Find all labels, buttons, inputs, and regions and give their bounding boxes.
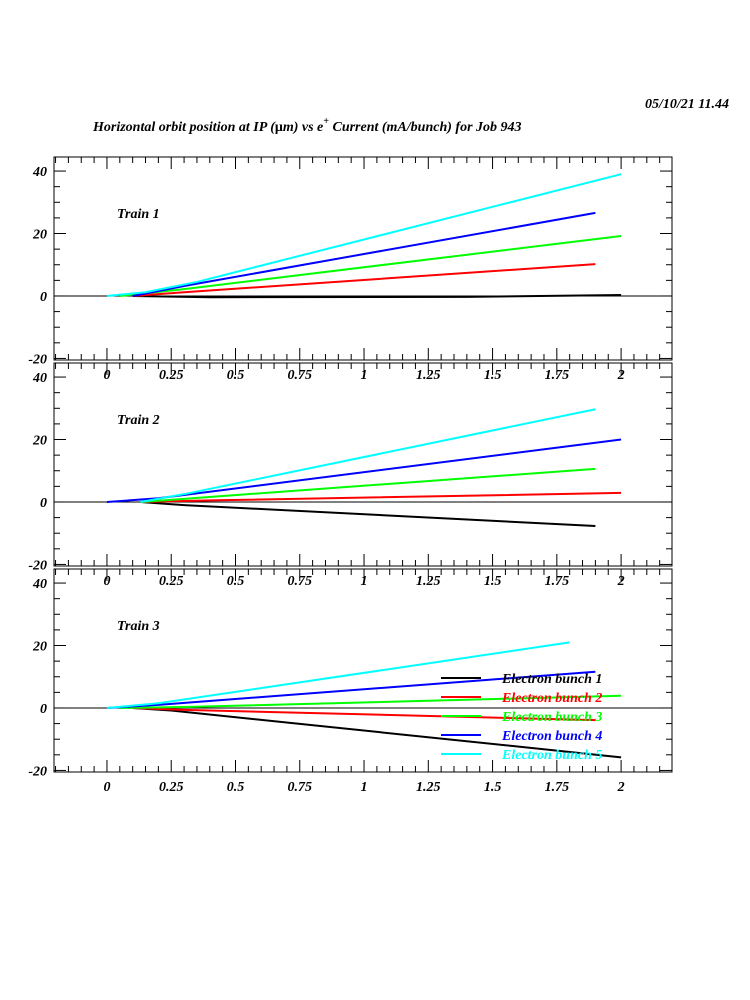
x-tick-label: 0.25 <box>159 780 184 795</box>
y-tick-label: 20 <box>32 434 47 449</box>
x-tick-label: 1.25 <box>416 780 441 795</box>
y-tick-label: 0 <box>40 702 47 717</box>
series-line-bunch-3 <box>119 694 622 709</box>
y-tick-label: 40 <box>32 577 47 592</box>
y-tick-label: -20 <box>28 764 47 779</box>
legend-label: Electron bunch 3 <box>501 710 602 725</box>
panel-label: Train 2 <box>117 413 160 428</box>
y-tick-label: 40 <box>32 165 47 180</box>
x-tick-label: 0.25 <box>159 368 184 383</box>
x-tick-label: 0 <box>103 780 110 795</box>
panel-label: Train 3 <box>117 619 160 634</box>
y-tick-label: -20 <box>28 558 47 573</box>
series-line-bunch-2 <box>140 491 622 503</box>
x-tick-label: 1 <box>361 574 368 589</box>
x-tick-label: 1.75 <box>545 780 570 795</box>
series-line-bunch-5 <box>106 173 622 297</box>
y-tick-label: 20 <box>32 640 47 655</box>
x-tick-label: 1.5 <box>484 368 502 383</box>
series-line-bunch-4 <box>106 438 622 503</box>
legend-label: Electron bunch 1 <box>501 672 602 687</box>
panel-label: Train 1 <box>117 207 160 222</box>
x-tick-label: 0.75 <box>288 368 313 383</box>
x-tick-label: 1.5 <box>484 780 502 795</box>
x-tick-label: 0 <box>103 368 110 383</box>
x-tick-label: 0 <box>103 574 110 589</box>
series-line-bunch-1 <box>140 500 596 528</box>
legend: Electron bunch 1 Electron bunch 2 Electron… <box>441 672 602 763</box>
series-line-bunch-1 <box>132 294 622 299</box>
x-tick-label: 0.5 <box>227 780 245 795</box>
timestamp: 05/10/21 11.44 <box>645 97 729 112</box>
x-tick-label: 0.5 <box>227 368 245 383</box>
y-tick-label: 0 <box>40 496 47 511</box>
series-line-bunch-5 <box>106 641 570 709</box>
x-tick-label: 1 <box>361 368 368 383</box>
panel-train-1: 0 0.25 0.5 0.75 1 1.25 1.5 1.75 2 -20 0 20 40 Train 1 <box>28 156 673 383</box>
chart-title: Horizontal orbit position at IP (μm) vs … <box>92 116 522 135</box>
x-tick-label: 0.25 <box>159 574 184 589</box>
plot-frame <box>53 362 673 567</box>
x-tick-label: 1.25 <box>416 368 441 383</box>
series-line-bunch-5 <box>140 408 596 503</box>
legend-label: Electron bunch 5 <box>501 748 602 763</box>
series-line-bunch-4 <box>132 211 596 297</box>
series-line-bunch-3 <box>140 467 596 503</box>
legend-label: Electron bunch 4 <box>501 729 602 744</box>
x-tick-label: 2 <box>617 780 625 795</box>
legend-label: Electron bunch 2 <box>501 691 602 706</box>
x-tick-label: 0.75 <box>288 780 313 795</box>
x-tick-label: 1.75 <box>545 368 570 383</box>
series-line-bunch-2 <box>132 263 596 297</box>
x-tick-label: 2 <box>617 368 625 383</box>
y-tick-label: 0 <box>40 290 47 305</box>
plot-frame <box>53 568 673 773</box>
series-line-bunch-3 <box>119 235 622 297</box>
y-tick-label: 20 <box>32 228 47 243</box>
x-tick-label: 0.5 <box>227 574 245 589</box>
x-tick-label: 1.25 <box>416 574 441 589</box>
y-tick-label: -20 <box>28 352 47 367</box>
x-tick-label: 1.75 <box>545 574 570 589</box>
plot-frame <box>53 156 673 361</box>
x-tick-label: 0.75 <box>288 574 313 589</box>
x-tick-label: 2 <box>617 574 625 589</box>
x-tick-label: 1.5 <box>484 574 502 589</box>
y-tick-label: 40 <box>32 371 47 386</box>
x-tick-label: 1 <box>361 780 368 795</box>
